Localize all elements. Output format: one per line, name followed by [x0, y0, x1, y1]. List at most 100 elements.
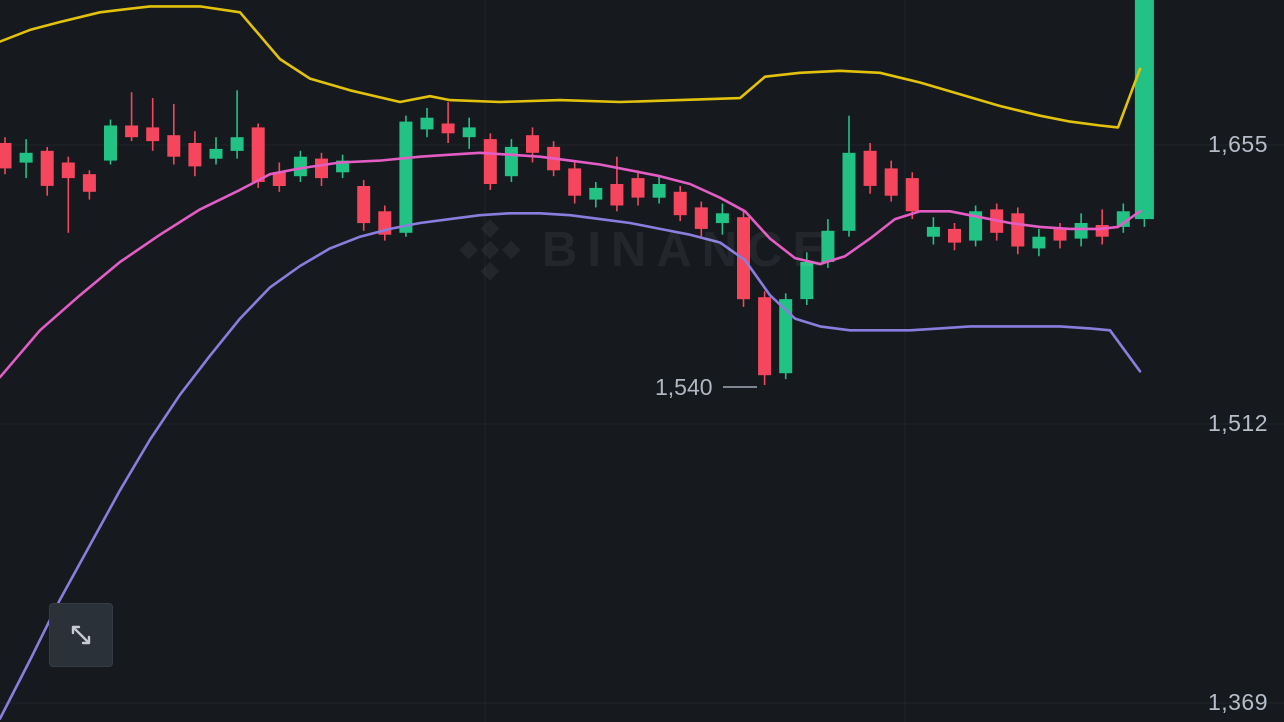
candle-body	[1074, 223, 1088, 239]
candle-down	[61, 156, 75, 233]
lower-band-line	[0, 212, 1142, 720]
candle-body	[694, 207, 708, 229]
candle-up	[230, 90, 244, 159]
candle-up	[209, 137, 223, 165]
candle-body	[293, 156, 307, 177]
candle-body	[336, 160, 350, 173]
candle-up	[715, 203, 729, 235]
annotation-dash-line	[722, 386, 757, 389]
candle-up	[842, 115, 856, 237]
candle-up	[926, 217, 940, 245]
expand-chart-button[interactable]	[49, 603, 113, 667]
candle-up	[1032, 228, 1046, 257]
candle-up	[104, 119, 117, 165]
candle-down	[631, 170, 645, 206]
candle-body	[884, 168, 898, 196]
candle-up	[589, 182, 603, 208]
candle-body	[1053, 228, 1067, 241]
candle-body	[462, 127, 476, 138]
price-axis-label: 1,369	[1207, 689, 1268, 716]
candle-body	[251, 127, 265, 182]
candle-body	[1116, 211, 1130, 227]
candle-body	[969, 211, 983, 241]
candle-body	[1134, 0, 1154, 220]
candle-up	[1134, 0, 1154, 227]
candle-body	[526, 135, 539, 153]
candle-body	[61, 162, 75, 179]
candle-down	[694, 201, 708, 239]
candle-body	[863, 150, 877, 186]
candle-body	[0, 143, 12, 169]
candle-down	[272, 162, 286, 192]
candle-body	[652, 184, 666, 198]
candle-body	[631, 178, 645, 198]
candle-down	[483, 133, 497, 190]
candle-body	[230, 137, 244, 151]
candle-body	[125, 125, 139, 138]
candle-up	[969, 205, 983, 247]
candle-body	[82, 174, 96, 192]
candle-up	[652, 176, 666, 204]
candle-body	[905, 178, 919, 212]
candle-up	[821, 219, 835, 268]
candle-body	[1032, 236, 1046, 249]
candle-body	[715, 213, 729, 224]
candle-body	[272, 172, 286, 186]
candle-up	[19, 139, 33, 179]
candle-body	[399, 121, 413, 233]
candle-body	[589, 187, 603, 200]
candle-up	[462, 117, 476, 149]
candle-body	[800, 262, 814, 300]
candle-body	[758, 297, 772, 376]
candle-down	[905, 172, 919, 220]
candle-down	[251, 123, 265, 188]
candle-up	[1116, 203, 1130, 233]
expand-arrows-icon	[71, 625, 91, 645]
candle-down	[863, 143, 877, 194]
price-annotation: 1,540	[655, 374, 757, 401]
candle-body	[357, 186, 371, 224]
candle-body	[104, 125, 117, 161]
candle-down	[758, 291, 772, 385]
candle-body	[441, 123, 455, 134]
candle-down	[146, 98, 160, 151]
candle-down	[948, 223, 961, 251]
price-annotation-text: 1,540	[655, 373, 713, 400]
candle-down	[82, 170, 96, 200]
candle-body	[842, 152, 856, 231]
candle-down	[1011, 207, 1025, 255]
candle-up	[779, 293, 793, 380]
candle-body	[188, 143, 202, 167]
candle-body	[420, 117, 434, 130]
candle-body	[40, 150, 54, 186]
price-axis-label: 1,655	[1207, 130, 1268, 157]
price-axis-label: 1,512	[1207, 410, 1268, 436]
candle-body	[1011, 213, 1025, 247]
candle-body	[167, 135, 181, 157]
candle-body	[779, 299, 793, 374]
upper-band-line	[0, 5, 1142, 129]
candle-down	[125, 92, 139, 142]
candle-body	[19, 152, 33, 163]
candle-down	[0, 137, 12, 175]
candle-down	[1095, 209, 1109, 245]
candle-down	[610, 156, 624, 212]
candle-down	[673, 186, 687, 222]
candle-up	[399, 115, 413, 237]
candle-down	[188, 131, 202, 177]
candle-body	[673, 191, 687, 216]
candle-down	[568, 162, 582, 204]
candle-body	[821, 230, 835, 262]
candle-up	[293, 150, 307, 182]
candle-down	[40, 146, 54, 196]
candle-body	[209, 148, 223, 159]
candle-body	[483, 139, 497, 184]
middle-band-line	[0, 151, 1142, 379]
candle-body	[926, 226, 940, 237]
candle-down	[357, 180, 371, 231]
candle-up	[420, 107, 434, 138]
